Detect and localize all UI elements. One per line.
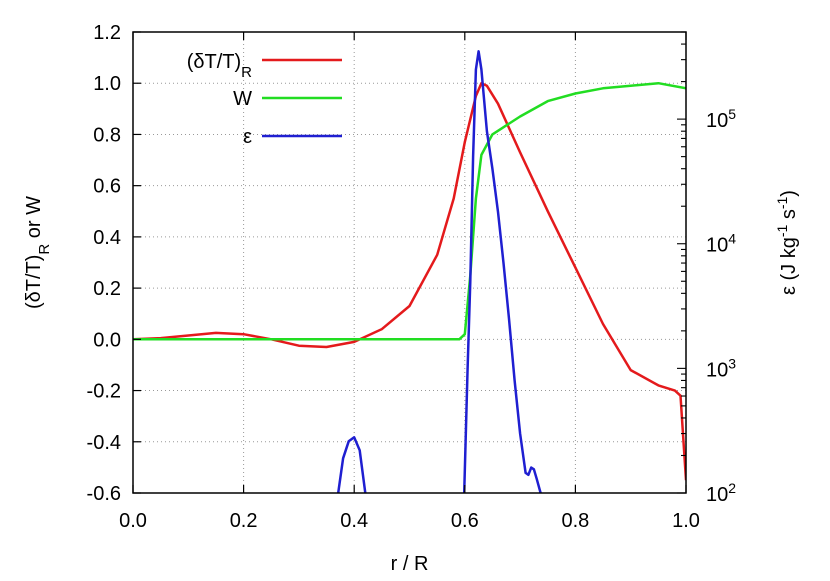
- y-tick-label-left: 0.2: [93, 278, 121, 300]
- x-tick-label: 0.6: [451, 510, 479, 532]
- legend-label-eps: ε: [243, 126, 252, 148]
- y-axis-left-label: (δT/T)R or W: [23, 196, 53, 309]
- series-line-W: [133, 81, 686, 341]
- series-line-eps: [462, 50, 542, 493]
- legend-label-dtt: (δT/T)R: [187, 51, 252, 81]
- x-tick-label: 0.4: [340, 510, 368, 532]
- plot-frame: [132, 31, 687, 494]
- legend-label-w: W: [233, 88, 252, 110]
- y-tick-label-left: 1.2: [93, 22, 121, 44]
- y-tick-label-left: 0.8: [93, 124, 121, 146]
- y-tick-label-left: 0.4: [93, 227, 121, 249]
- tick-marks: [132, 31, 687, 494]
- y-tick-label-left: -0.6: [87, 483, 121, 505]
- y-tick-label-left: 0.0: [93, 329, 121, 351]
- y-tick-label-left: 0.6: [93, 176, 121, 198]
- y-tick-label-right: 103: [706, 355, 736, 381]
- y-tick-label-right: 102: [706, 480, 736, 506]
- y-axis-right-label: ε (J kg-1 s-1): [774, 190, 800, 295]
- x-tick-label: 0.2: [230, 510, 258, 532]
- x-tick-label: 1.0: [672, 510, 700, 532]
- y-tick-label-left: -0.4: [87, 432, 121, 454]
- y-tick-label-left: -0.2: [87, 381, 121, 403]
- series-line-eps: [336, 436, 367, 493]
- legend: (δT/T)R W ε: [187, 51, 342, 148]
- x-tick-label: 0.8: [561, 510, 589, 532]
- x-tick-label: 0.0: [119, 510, 147, 532]
- y-tick-label-right: 105: [706, 106, 736, 132]
- grid-lines: [133, 32, 686, 493]
- series-lines: [133, 50, 686, 493]
- series-line-dTT: [133, 81, 686, 481]
- x-axis-label: r / R: [391, 553, 429, 575]
- y-tick-label-left: 1.0: [93, 73, 121, 95]
- y-tick-label-right: 104: [706, 231, 736, 257]
